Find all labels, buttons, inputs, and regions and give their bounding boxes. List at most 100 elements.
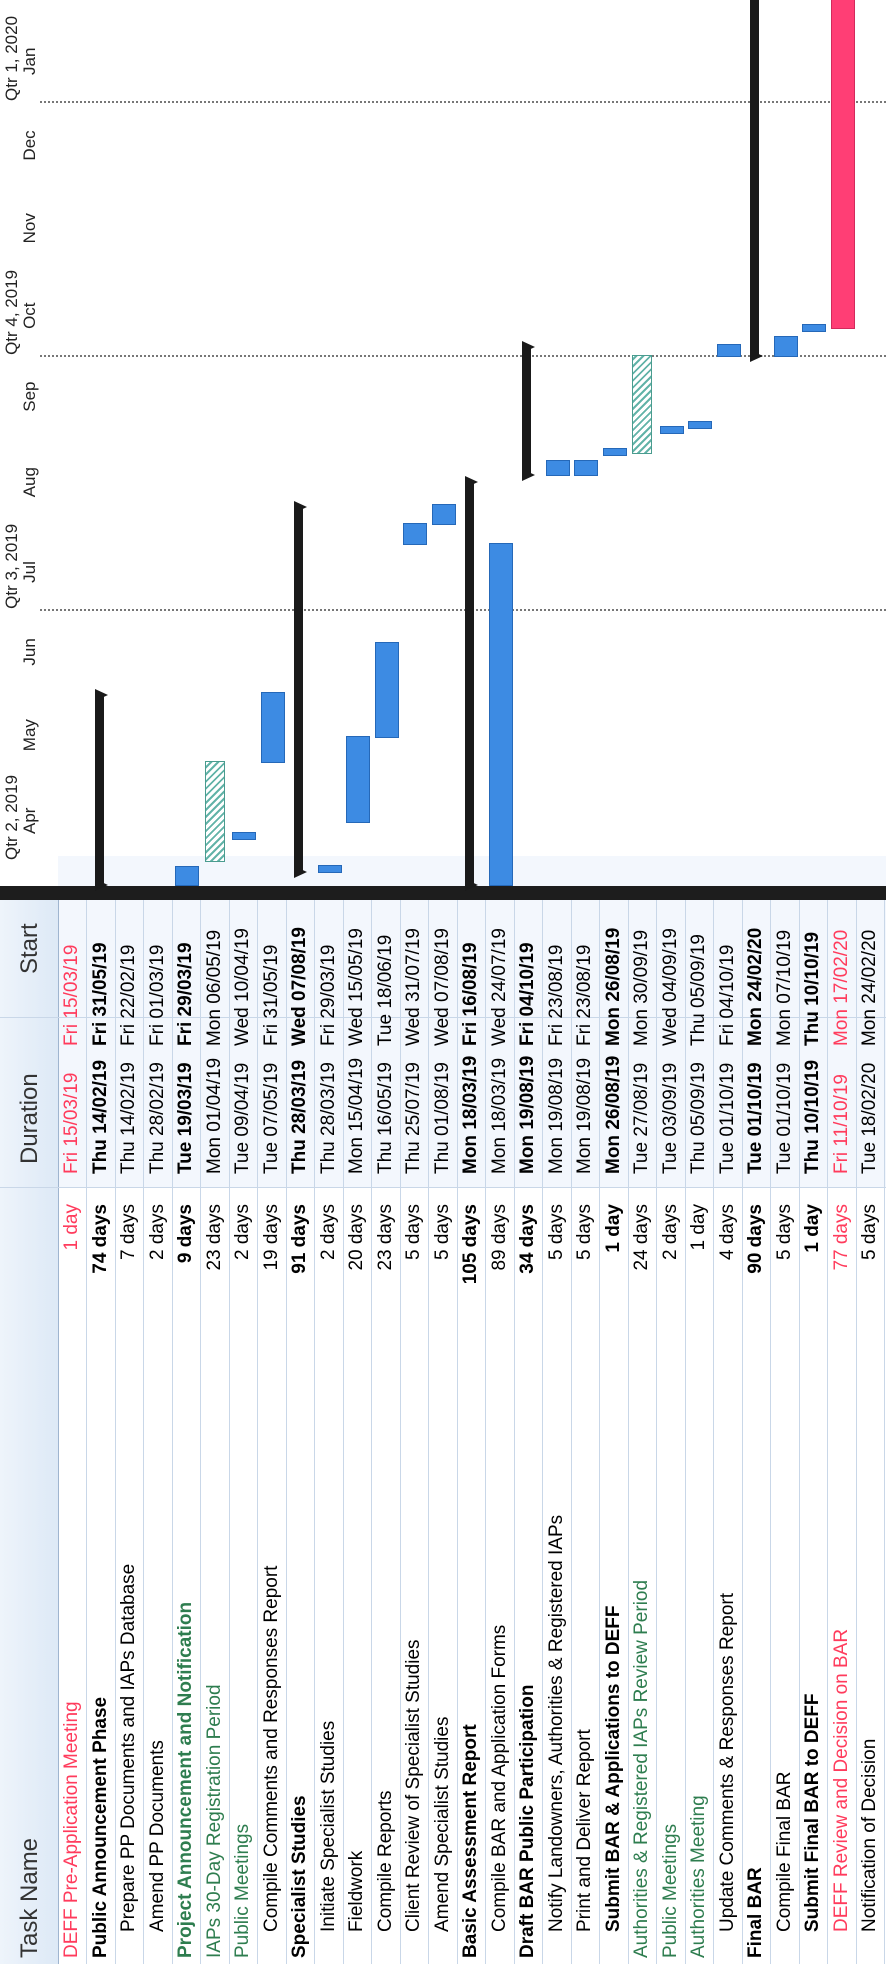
table-row[interactable]: Print and Deliver Report 5 days Mon 19/08/… (571, 900, 600, 1964)
table-row[interactable]: Public Meetings 2 days Tue 09/04/19 Wed 10/… (229, 900, 258, 1964)
task-dur: 5 days (574, 1204, 595, 1260)
task-fin: Wed 24/07/19 (488, 928, 510, 1046)
table-row[interactable]: Notify Landowners, Authorities & Registe… (542, 900, 572, 1964)
task-name: Specialist Studies (289, 1795, 310, 1958)
task-fin: Fri 04/10/19 (716, 944, 738, 1046)
table-row[interactable]: Amend PP Documents 2 days Thu 28/02/19 Fri … (143, 900, 173, 1964)
task-start: Thu 05/09/19 (688, 1062, 709, 1174)
table-row[interactable]: Submit Final BAR to DEFF 1 day Thu 10/10/1… (799, 900, 828, 1964)
task-dur: 2 days (317, 1204, 339, 1260)
table-row[interactable]: Compile Comments and Responses Report 19 … (257, 900, 287, 1964)
task-start: Fri 11/10/19 (830, 1074, 852, 1174)
table-row[interactable]: Update Comments & Responses Report 4 days… (713, 900, 743, 1964)
table-row[interactable]: Fieldwork 20 days Mon 15/04/19 Wed 15/05/19 (343, 900, 372, 1964)
task-fin: Fri 31/05/19 (89, 942, 111, 1046)
task-fin: Wed 07/08/19 (431, 928, 453, 1046)
start-header: Start (16, 923, 43, 974)
table-row[interactable]: Submit BAR & Applications to DEFF 1 day Mo… (599, 900, 629, 1964)
task-start: Mon 19/08/19 (545, 1057, 567, 1174)
task-name: Basic Assessment Report (460, 1724, 481, 1958)
table-row[interactable]: Client Review of Specialist Studies 5 day… (400, 900, 429, 1964)
table-row[interactable]: Amend Specialist Studies 5 days Thu 01/08/… (428, 900, 458, 1964)
task-start: Mon 01/04/19 (203, 1057, 225, 1174)
decision-review-bar[interactable] (830, 0, 855, 330)
task-start: Mon 15/04/19 (346, 1057, 367, 1174)
month-label: Jun (20, 638, 39, 666)
table-row[interactable]: Authorities & Registered IAPs Review Per… (628, 900, 657, 1964)
task-table: Task Name Duration Start DEFF Pre-Applic… (0, 856, 886, 1964)
task-bar[interactable] (574, 459, 598, 476)
task-name: Update Comments & Responses Report (716, 1593, 738, 1932)
task-bar[interactable] (317, 865, 342, 874)
task-fin: Fri 22/02/19 (118, 944, 139, 1046)
task-fin: Mon 07/10/19 (773, 929, 795, 1046)
table-row[interactable]: IAPs 30-Day Registration Period 23 days Mo… (200, 900, 230, 1964)
task-name: Notify Landowners, Authorities & Registe… (545, 1514, 567, 1932)
task-fin: Mon 24/02/20 (745, 927, 766, 1046)
task-dur: 5 days (403, 1204, 424, 1260)
table-row[interactable]: Prepare PP Documents and IAPs Database 7 … (115, 900, 144, 1964)
summary-bar[interactable] (750, 0, 759, 357)
task-bar[interactable] (688, 420, 712, 429)
table-row[interactable]: Specialist Studies 91 days Thu 28/03/19 Wed… (286, 900, 315, 1964)
task-name: Public Meetings (232, 1823, 253, 1958)
summary-bar[interactable] (522, 345, 531, 476)
summary-bar[interactable] (294, 505, 303, 874)
task-bar[interactable] (403, 523, 427, 545)
task-bar[interactable] (346, 735, 370, 824)
task-dur: 19 days (260, 1204, 282, 1271)
task-bar[interactable] (374, 641, 399, 738)
task-start: Tue 27/08/19 (631, 1062, 652, 1174)
month-label: Nov (20, 213, 39, 244)
table-row[interactable]: DEFF Review and Decision on BAR 77 days Fr… (827, 900, 857, 1964)
table-row[interactable]: Compile Reports 23 days Thu 16/05/19 Tue 18… (371, 900, 401, 1964)
task-start: Tue 01/10/19 (716, 1062, 738, 1174)
task-name: DEFF Pre-Application Meeting (61, 1701, 82, 1958)
task-name-header: Task Name (16, 1837, 43, 1958)
task-bar[interactable] (659, 426, 684, 435)
task-name: Draft BAR Public Participation (517, 1684, 538, 1958)
task-dur: 90 days (745, 1204, 766, 1274)
gantt-chart: Qtr 2, 2019 Qtr 3, 2019 Qtr 4, 2019 Qtr 1, … (0, 0, 886, 886)
task-bar[interactable] (802, 324, 826, 333)
table-row[interactable]: Initiate Specialist Studies 2 days Thu 28/… (314, 900, 344, 1964)
task-bar[interactable] (602, 448, 627, 457)
table-row[interactable]: Compile Final BAR 5 days Tue 01/10/19 Mon 0… (770, 900, 800, 1964)
quarter-label: Qtr 4, 2019 (2, 269, 21, 355)
task-dur: 1 day (802, 1204, 823, 1253)
task-bar[interactable] (488, 542, 513, 886)
task-bar[interactable] (175, 865, 199, 886)
task-name: Fieldwork (346, 1850, 367, 1932)
task-dur: 2 days (659, 1204, 681, 1260)
task-bar[interactable] (232, 831, 256, 840)
table-row[interactable]: Authorities Meeting 1 day Thu 05/09/19 Thu … (685, 900, 714, 1964)
quarter-gridline (40, 101, 886, 103)
quarter-label: Qtr 3, 2019 (2, 523, 21, 609)
task-name: Project Announcement and Notification (175, 1601, 196, 1958)
table-row[interactable]: Compile BAR and Application Forms 89 days… (485, 900, 515, 1964)
table-row[interactable]: DEFF Pre-Application Meeting 1 day Fri 15/… (58, 900, 87, 1964)
task-bar[interactable] (716, 343, 741, 357)
review-period-bar[interactable] (632, 354, 652, 454)
quarter-label: Qtr 2, 2019 (2, 774, 21, 860)
table-row[interactable]: Draft BAR Public Participation 34 days Mon… (514, 900, 543, 1964)
review-period-bar[interactable] (204, 760, 225, 862)
task-bar[interactable] (431, 503, 456, 526)
quarter-gridline (40, 608, 886, 611)
task-bar[interactable] (773, 335, 798, 357)
task-bar[interactable] (260, 691, 285, 763)
task-start: Thu 16/05/19 (374, 1062, 396, 1174)
table-row[interactable]: Notification of Decision 5 days Tue 18/02/… (856, 900, 885, 1964)
table-row[interactable]: Basic Assessment Report 105 days Mon 18/03… (457, 900, 486, 1964)
task-bar[interactable] (545, 459, 570, 476)
table-row[interactable]: Project Announcement and Notification 9 d… (172, 900, 201, 1964)
summary-bar[interactable] (94, 693, 104, 886)
splitter[interactable] (0, 886, 886, 900)
summary-bar[interactable] (465, 481, 474, 886)
task-fin: Fri 23/08/19 (574, 944, 595, 1046)
task-name: Authorities Meeting (688, 1795, 709, 1958)
table-row[interactable]: Final BAR 90 days Tue 01/10/19 Mon 24/02/20 (742, 900, 771, 1964)
task-dur: 1 day (602, 1204, 624, 1253)
table-row[interactable]: Public Meetings 2 days Tue 03/09/19 Wed 04/… (656, 900, 686, 1964)
table-row[interactable]: Public Announcement Phase 74 days Thu 14/0… (86, 900, 116, 1964)
